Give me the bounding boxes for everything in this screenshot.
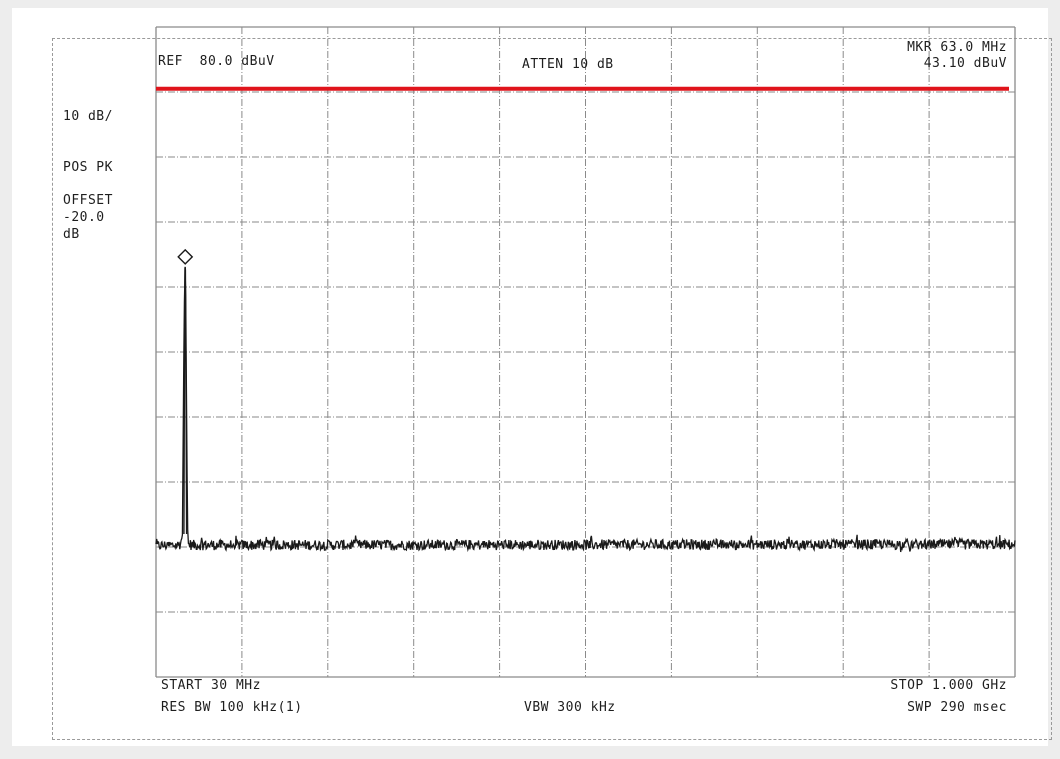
marker-frequency-label: MKR 63.0 MHz <box>907 40 1007 55</box>
offset-unit: dB <box>63 227 80 242</box>
marker-diamond <box>177 248 194 265</box>
offset-value: -20.0 <box>63 210 105 225</box>
offset-label: OFFSET <box>63 193 113 208</box>
ref-level-label: REF 80.0 dBuV <box>158 54 275 69</box>
spectrum-spike <box>183 266 188 535</box>
video-bandwidth-label: VBW 300 kHz <box>524 700 616 715</box>
sweep-time-label: SWP 290 msec <box>907 700 1007 715</box>
stop-frequency-label: STOP 1.000 GHz <box>890 678 1007 693</box>
scale-label: 10 dB/ <box>63 109 113 124</box>
resolution-bandwidth-label: RES BW 100 kHz(1) <box>161 700 303 715</box>
start-frequency-label: START 30 MHz <box>161 678 261 693</box>
plot-frame <box>52 38 1052 740</box>
spectrum-trace <box>155 268 1016 553</box>
spectrum-chart <box>155 26 1016 678</box>
detector-label: POS PK <box>63 160 113 175</box>
attenuation-label: ATTEN 10 dB <box>522 57 614 72</box>
marker-level-label: 43.10 dBuV <box>923 56 1007 71</box>
plot-paper: REF 80.0 dBuV ATTEN 10 dB MKR 63.0 MHz 4… <box>12 8 1052 746</box>
